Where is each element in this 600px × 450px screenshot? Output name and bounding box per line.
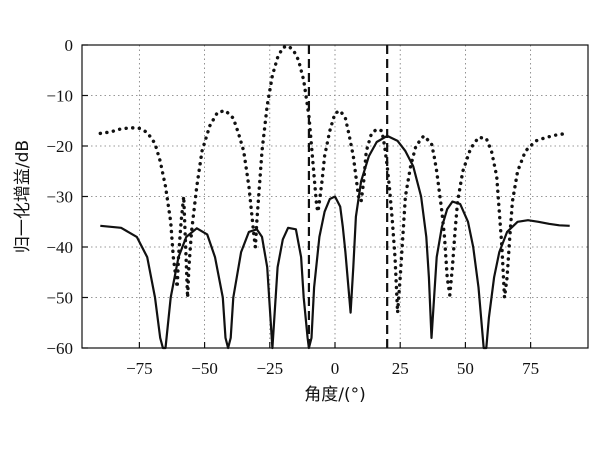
- x-tick-label: −75: [126, 359, 153, 378]
- x-tick-label: 25: [392, 359, 409, 378]
- x-axis-title: 角度/(°): [304, 385, 366, 405]
- y-tick-label: 0: [65, 36, 74, 55]
- series-layer: [98, 44, 570, 350]
- y-tick-label: −10: [46, 87, 73, 106]
- y-tick-label: −40: [46, 238, 73, 257]
- x-tick-label: −25: [256, 359, 283, 378]
- solid-series-line: [100, 134, 570, 350]
- x-tick-label: 50: [457, 359, 474, 378]
- y-tick-label: −30: [46, 188, 73, 207]
- y-tick-label: −60: [46, 339, 73, 358]
- x-tick-label: 0: [331, 359, 340, 378]
- tick-layer: −75 −50 −25 0 25 50 75 0 −10 −20 −30 −40 −50 −60: [46, 36, 539, 378]
- dotted-series-line: [98, 44, 569, 315]
- y-axis-title: 归一化增益/dB: [13, 140, 33, 253]
- marker-layer: [307, 45, 389, 348]
- y-tick-label: −20: [46, 137, 73, 156]
- x-tick-label: 75: [522, 359, 539, 378]
- y-tick-label: −50: [46, 289, 73, 308]
- x-tick-label: −50: [191, 359, 218, 378]
